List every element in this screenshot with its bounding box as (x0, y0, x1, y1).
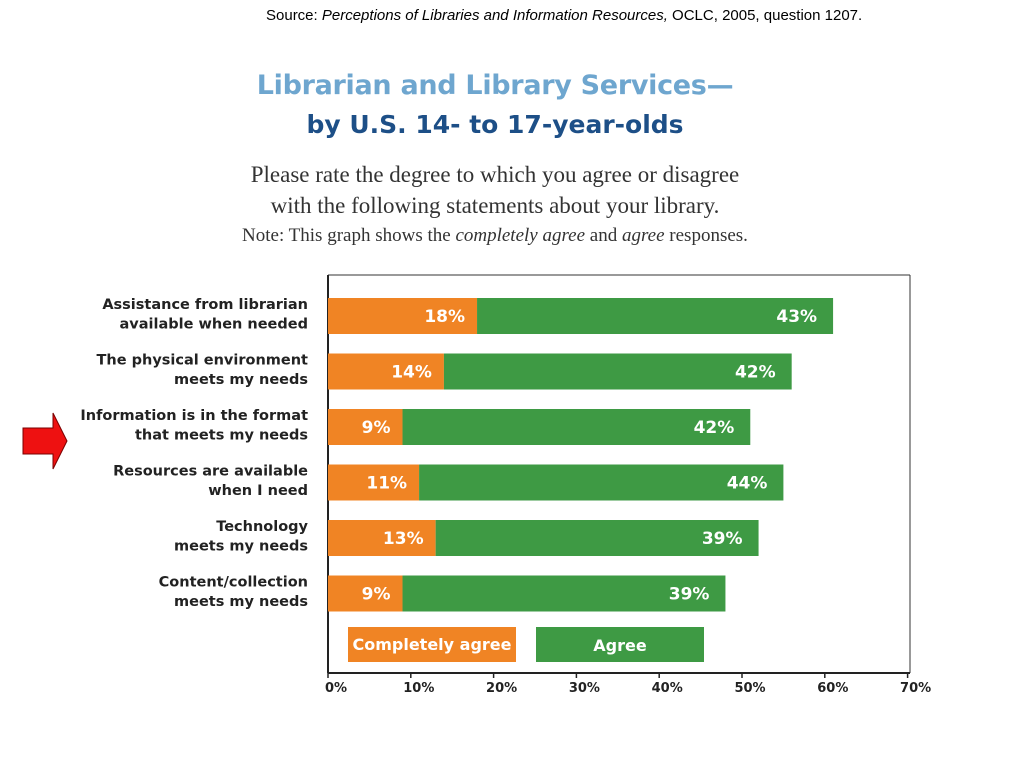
survey-question: Please rate the degree to which you agre… (0, 159, 990, 221)
bar-agree (402, 409, 751, 445)
data-label-agree: 39% (669, 585, 710, 605)
x-tick-label: 10% (403, 681, 434, 696)
data-label-agree: 44% (727, 474, 768, 494)
survey-question-line-1: Please rate the degree to which you agre… (250, 162, 740, 187)
note-term-agree: agree (621, 225, 665, 246)
x-axis-ticks: 0% 10% 20% 30% 40% 50% 60% 70% (325, 673, 931, 696)
data-label-agree: 39% (702, 529, 743, 549)
data-label-agree: 43% (776, 307, 817, 327)
right-arrow-icon (22, 412, 68, 470)
bar-agree (419, 464, 784, 501)
data-label-completely-agree: 18% (424, 307, 465, 327)
category-label-line: Information is in the format (80, 408, 308, 424)
chart-subtitle: by U.S. 14- to 17-year-olds (306, 110, 684, 139)
bar-completely-agree (328, 298, 478, 334)
data-label-agree: 42% (694, 418, 735, 438)
category-label-line: Technology (216, 519, 308, 535)
data-label-completely-agree: 9% (362, 418, 391, 438)
bar-agree (435, 520, 759, 556)
bars-group: 18% 43% 14% 42% 9% 42% 11% 44% 13% 39% 9% 39% (328, 298, 834, 612)
arrow-shape (22, 412, 68, 470)
chart-note: Note: This graph shows the completely ag… (0, 225, 990, 247)
x-tick-label: 0% (325, 681, 347, 696)
bar-completely-agree (328, 575, 403, 612)
bar-agree (443, 353, 792, 390)
note-term-completely-agree: completely agree (455, 225, 586, 246)
bar-agree (477, 298, 834, 334)
category-label-line: meets my needs (174, 594, 308, 610)
chart-title: Librarian and Library Services— (256, 70, 734, 101)
category-label-line: meets my needs (174, 539, 308, 555)
note-suffix: responses. (664, 225, 748, 246)
category-label-line: Resources are available (113, 464, 308, 480)
data-label-completely-agree: 14% (391, 363, 432, 383)
survey-question-line-2: with the following statements about your… (270, 193, 720, 218)
legend-swatch-completely-agree (348, 627, 516, 662)
category-labels: Assistance from librarian available when … (80, 297, 308, 610)
x-tick-label: 50% (734, 681, 765, 696)
x-tick-label: 40% (652, 681, 683, 696)
x-tick-label: 20% (486, 681, 517, 696)
data-label-completely-agree: 11% (366, 474, 407, 494)
legend-label-completely-agree: Completely agree (352, 635, 511, 654)
category-label-line: available when needed (120, 317, 309, 333)
bar-completely-agree (328, 520, 436, 556)
source-prefix: Source: (266, 7, 322, 24)
category-label-line: Content/collection (159, 575, 308, 591)
data-label-agree: 42% (735, 363, 776, 383)
legend-swatch-agree (536, 627, 704, 662)
legend-label-agree: Agree (593, 636, 647, 655)
source-title: Perceptions of Libraries and Information… (321, 7, 668, 24)
note-middle: and (585, 225, 622, 246)
category-label-line: meets my needs (174, 372, 308, 388)
category-label-line: when I need (208, 483, 308, 499)
bar-completely-agree (328, 464, 420, 501)
source-suffix: OCLC, 2005, question 1207. (667, 7, 863, 24)
bar-completely-agree (328, 353, 444, 390)
data-label-completely-agree: 13% (383, 529, 424, 549)
data-label-completely-agree: 9% (362, 585, 391, 605)
note-prefix: Note: This graph shows the (242, 225, 456, 246)
category-label-line: Assistance from librarian (102, 297, 308, 313)
x-tick-label: 70% (900, 681, 931, 696)
legend: Completely agree Agree (348, 627, 704, 662)
x-tick-label: 30% (569, 681, 600, 696)
category-label-line: that meets my needs (135, 428, 308, 444)
source-citation: Source: Perceptions of Libraries and Inf… (266, 7, 1006, 24)
bar-agree (402, 575, 726, 612)
bar-completely-agree (328, 409, 403, 445)
x-tick-label: 60% (817, 681, 848, 696)
category-label-line: The physical environment (97, 353, 309, 369)
